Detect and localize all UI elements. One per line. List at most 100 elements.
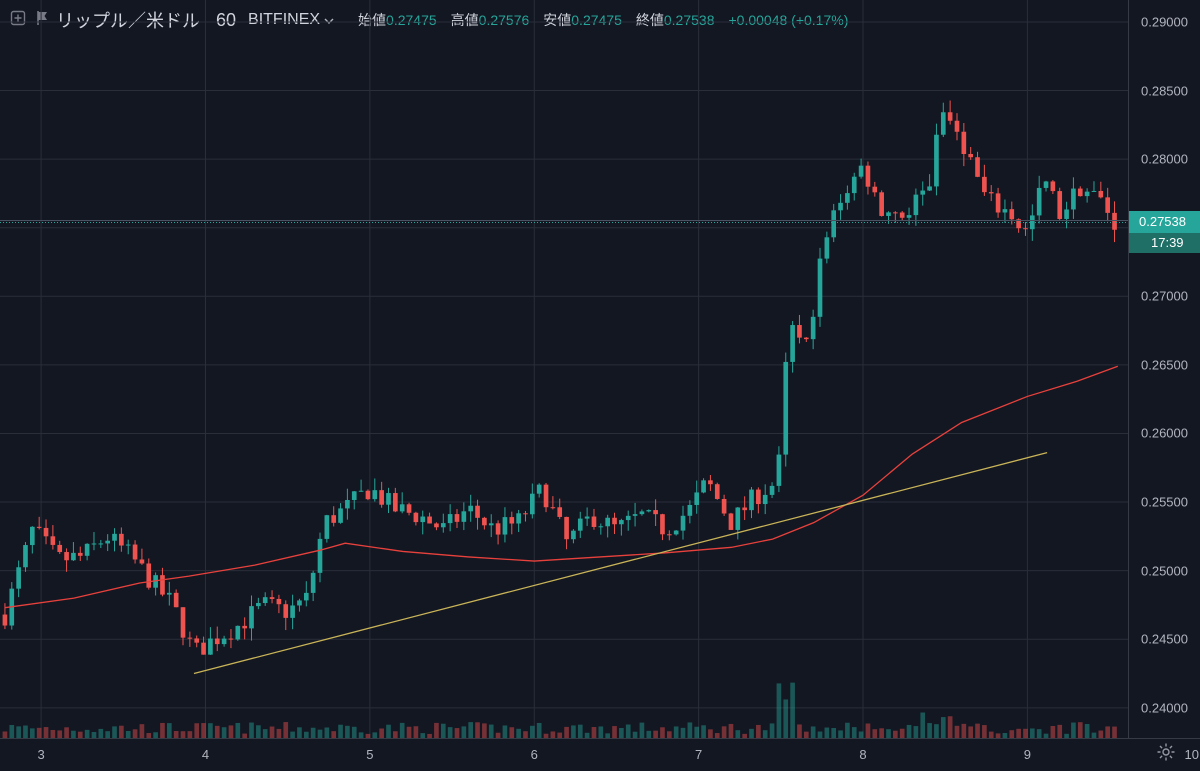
candle-body	[297, 600, 302, 606]
volume-bar	[742, 733, 747, 738]
candle-body	[886, 212, 891, 216]
volume-bar	[947, 716, 953, 738]
candle-body	[1002, 209, 1008, 213]
volume-bar	[543, 733, 549, 738]
volume-bar	[824, 727, 830, 738]
candle-body	[201, 642, 206, 655]
volume-bar	[803, 731, 809, 738]
candle-body	[598, 526, 604, 528]
candle-body	[358, 490, 364, 492]
volume-bar	[125, 730, 131, 738]
candle-body	[228, 638, 234, 640]
candle-body	[1016, 219, 1021, 229]
candle-body	[865, 165, 871, 187]
volume-bar	[228, 725, 234, 738]
candle-body	[845, 193, 850, 203]
time-tick-label: 5	[366, 747, 374, 762]
volume-bar	[571, 725, 576, 738]
volume-bar	[36, 727, 42, 738]
candle-body	[276, 598, 282, 605]
candle-body	[1091, 190, 1097, 192]
volume-bar	[975, 723, 980, 738]
candle-body	[132, 544, 138, 560]
plus-square-icon[interactable]	[10, 10, 26, 30]
candle-body	[899, 212, 905, 218]
volume-bar	[351, 726, 357, 738]
candle-body	[290, 605, 295, 618]
volume-bar	[338, 724, 343, 738]
candle-body	[605, 517, 610, 527]
interval[interactable]: 60	[216, 9, 237, 30]
volume-bar	[262, 729, 268, 738]
candle-body	[1084, 191, 1090, 197]
volume-bar	[447, 727, 453, 738]
volume-bar	[77, 731, 83, 738]
candle-body	[714, 484, 720, 499]
volume-bar	[619, 727, 624, 738]
volume-bar	[64, 727, 69, 738]
volume-bar	[488, 724, 494, 738]
volume-bar	[23, 725, 28, 738]
open-value: 0.27475	[386, 12, 437, 28]
price-tick-label: 0.26000	[1141, 425, 1188, 441]
symbol-name[interactable]: リップル／米ドル	[56, 11, 200, 31]
volume-bar	[557, 732, 563, 738]
candle-body	[57, 544, 63, 553]
candle-body	[680, 515, 686, 531]
candle-body	[742, 507, 747, 511]
volume-bar	[988, 731, 994, 738]
moving-average-line	[4, 365, 1119, 609]
price-tick-label: 0.28500	[1141, 83, 1188, 99]
flag-icon[interactable]	[36, 10, 50, 30]
volume-bar	[1098, 730, 1104, 738]
candle-body	[961, 131, 967, 155]
candle-body	[146, 563, 152, 588]
chevron-down-icon[interactable]	[324, 12, 334, 29]
candlestick-chart[interactable]	[0, 0, 1128, 738]
volume-bar	[749, 728, 754, 738]
trend-line	[193, 452, 1048, 675]
low-value: 0.27475	[571, 12, 622, 28]
candle-body	[584, 516, 590, 519]
volume-bar	[530, 725, 535, 738]
price-tick-label: 0.25500	[1141, 494, 1188, 510]
volume-bar	[687, 722, 693, 738]
candle-body	[625, 515, 631, 521]
volume-bar	[591, 727, 597, 738]
volume-bar	[461, 726, 467, 738]
volume-bar	[434, 722, 439, 738]
volume-bar	[276, 728, 282, 738]
gear-icon[interactable]	[1156, 742, 1176, 768]
volume-bar	[536, 722, 542, 738]
candle-body	[550, 507, 556, 509]
volume-bar	[372, 732, 378, 738]
candle-body	[454, 514, 460, 522]
candle-body	[879, 192, 884, 216]
exchange-name[interactable]: BITFINEX	[248, 11, 321, 28]
candle-body	[639, 511, 645, 515]
candle-body	[119, 533, 124, 546]
candle-body	[646, 510, 652, 512]
last-price-label: 0.27538	[1129, 211, 1200, 234]
candle-body	[1105, 197, 1110, 213]
volume-bar	[84, 729, 90, 738]
candle-body	[632, 514, 638, 516]
price-axis[interactable]: 0.290000.285000.280000.275000.270000.265…	[1128, 0, 1200, 738]
candle-body	[1036, 187, 1042, 216]
time-axis[interactable]: 3 4 5 6 7 8 9 10	[0, 738, 1200, 771]
volume-bar	[98, 728, 104, 738]
candle-body	[920, 190, 926, 195]
candle-body	[406, 504, 412, 513]
candle-body	[30, 526, 35, 546]
volume-bar	[1036, 729, 1042, 738]
close-label: 終値	[635, 12, 664, 28]
volume-bar	[982, 725, 987, 738]
volume-bar	[331, 731, 337, 738]
candle-body	[160, 575, 165, 595]
candle-body	[249, 606, 254, 629]
volume-bar	[420, 733, 426, 738]
volume-bar	[132, 729, 138, 738]
candle-body	[954, 120, 960, 132]
candle-body	[591, 516, 597, 527]
time-tick-label: 6	[530, 747, 538, 762]
